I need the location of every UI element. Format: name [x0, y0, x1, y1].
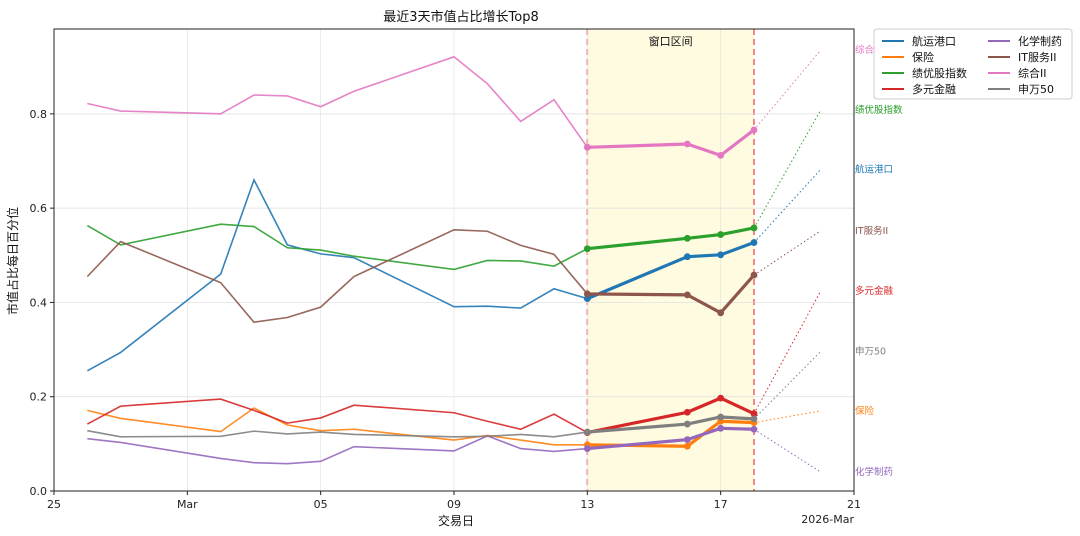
- x-tick-label: 21: [847, 498, 861, 511]
- x-tick-label: 09: [447, 498, 461, 511]
- data-point: [683, 442, 691, 450]
- end-label: 综合II: [855, 44, 880, 56]
- series-window-line: [587, 128, 755, 157]
- chart-title: 最近3天市值占比增长Top8: [383, 9, 538, 25]
- x-tick-label: 17: [714, 498, 728, 511]
- data-point: [683, 291, 691, 299]
- end-label: 绩优股指数: [855, 104, 903, 116]
- legend-entry: IT服务II: [1018, 51, 1056, 64]
- data-point: [717, 151, 725, 159]
- data-point: [717, 413, 725, 421]
- end-label: 申万50: [855, 345, 886, 357]
- legend-entry: 多元金融: [912, 82, 956, 96]
- x-year-label: 2026-Mar: [801, 513, 854, 526]
- y-tick-label: 0.8: [30, 108, 48, 121]
- data-point: [683, 420, 691, 428]
- series-window-line: [587, 396, 755, 435]
- y-tick-label: 0.4: [30, 296, 48, 309]
- data-point: [583, 290, 591, 298]
- legend-entry: 保险: [912, 50, 934, 64]
- y-tick-label: 0.2: [30, 391, 48, 404]
- x-tick-label: 05: [314, 498, 328, 511]
- data-point: [717, 424, 725, 432]
- data-point: [583, 143, 591, 151]
- legend-entry: 综合II: [1018, 66, 1047, 80]
- data-point: [717, 394, 725, 402]
- window-shade: [587, 29, 754, 491]
- legend-box: [873, 28, 1073, 100]
- projection-line: [753, 410, 821, 424]
- axes: 0.0 0.2 0.4 0.6 0.8 25 Mar 05 09 13 17 21 2026-Mar: [30, 28, 861, 526]
- x-tick-label: 25: [47, 498, 61, 511]
- end-label: 保险: [855, 405, 875, 417]
- series-window-line: [587, 426, 755, 451]
- x-tick-label: Mar: [177, 498, 198, 511]
- end-label: IT服务II: [855, 225, 888, 237]
- end-label: 化学制药: [855, 466, 893, 478]
- projection-line: [753, 169, 822, 243]
- data-point: [683, 140, 691, 148]
- projection-line: [753, 428, 821, 473]
- data-point: [750, 239, 758, 246]
- x-axis-label: 交易日: [438, 513, 474, 528]
- series-window-line: [587, 415, 755, 434]
- data-point: [683, 408, 691, 416]
- projection-line: [753, 230, 821, 276]
- x-tick-label: 13: [580, 498, 594, 511]
- y-tick-label: 0.6: [30, 202, 48, 215]
- data-point: [750, 224, 758, 232]
- series-window-line: [587, 274, 756, 315]
- series-window-line: [586, 241, 755, 301]
- legend-entry: 申万50: [1018, 83, 1054, 96]
- y-tick-label: 0.0: [30, 485, 48, 498]
- legend-entry: 航运港口: [912, 34, 956, 48]
- window-label: 窗口区间: [649, 34, 693, 48]
- data-point: [683, 253, 691, 261]
- y-axis-label: 市值占比每日百分位: [5, 207, 20, 315]
- legend-entry: 绩优股指数: [912, 66, 967, 80]
- data-point: [583, 245, 591, 253]
- data-point: [717, 251, 725, 259]
- series-window-line: [587, 226, 755, 251]
- data-point: [683, 436, 691, 444]
- data-point: [717, 231, 725, 238]
- data-point: [683, 234, 691, 242]
- end-label: 多元金融: [855, 285, 894, 297]
- data-point: [583, 428, 591, 436]
- data-point: [583, 445, 591, 452]
- series-lines: [86, 49, 822, 473]
- end-label: 航运港口: [855, 163, 893, 175]
- data-point: [717, 309, 725, 317]
- projection-line: [753, 290, 822, 414]
- legend-entry: 化学制药: [1018, 34, 1062, 48]
- projection-line: [753, 49, 822, 131]
- window-region: 窗口区间: [586, 29, 755, 491]
- data-point: [583, 295, 591, 303]
- projection-line: [753, 109, 822, 229]
